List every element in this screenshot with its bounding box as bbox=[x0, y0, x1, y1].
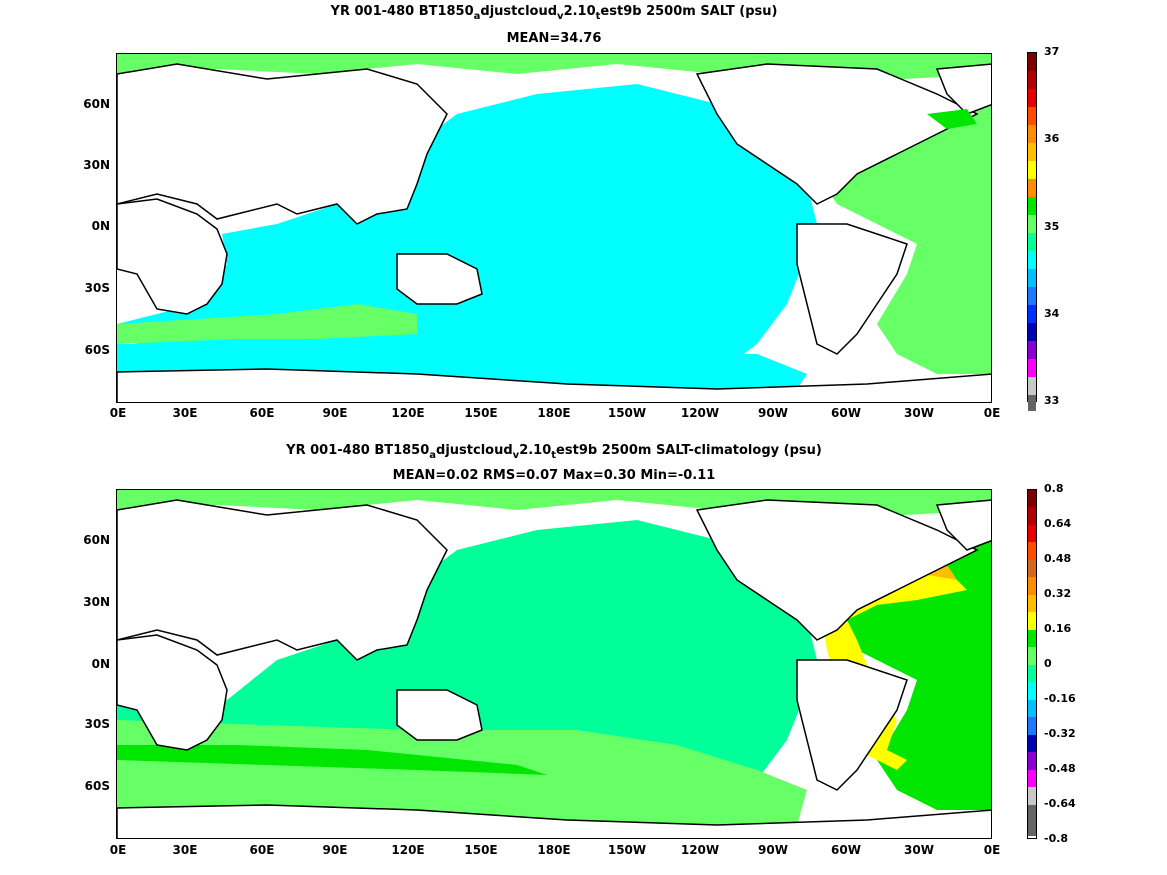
lon-label: 30W bbox=[904, 843, 934, 857]
eurasia bbox=[117, 63, 448, 225]
lon-label: 90W bbox=[758, 843, 788, 857]
lon-label: 0E bbox=[109, 406, 127, 420]
panel1-cbar-label: 35 bbox=[1044, 220, 1060, 233]
panel1-lat-0N: 0N bbox=[91, 219, 110, 233]
panel2-cbar-label: 0 bbox=[1044, 657, 1052, 670]
panel1-colorbar bbox=[1027, 52, 1037, 411]
atlantic-dark-green bbox=[927, 109, 977, 129]
lon-label: 60E bbox=[249, 406, 275, 420]
panel2-cbar-label: -0.8 bbox=[1044, 832, 1069, 845]
australia bbox=[396, 253, 483, 305]
panel1-map-svg bbox=[117, 54, 991, 402]
southern-green bbox=[117, 304, 417, 344]
panel1-cbar-label: 36 bbox=[1044, 132, 1060, 145]
panel2-lat-0N: 0N bbox=[91, 657, 110, 671]
panel2-lat-30N: 30N bbox=[83, 595, 110, 609]
lon-label: 180E bbox=[537, 843, 571, 857]
south-america bbox=[796, 223, 908, 355]
lon-label: 120E bbox=[391, 843, 425, 857]
lon-label: 120W bbox=[680, 406, 720, 420]
panel1-lat-30S: 30S bbox=[84, 281, 110, 295]
lon-label: 90E bbox=[322, 843, 348, 857]
lon-label: 60W bbox=[831, 406, 861, 420]
lon-label: 90E bbox=[322, 406, 348, 420]
panel2-cbar-label: 0.8 bbox=[1044, 482, 1064, 495]
panel2-cbar-label: 0.64 bbox=[1044, 517, 1072, 530]
panel2-lat-30S: 30S bbox=[84, 717, 110, 731]
eurasia2 bbox=[117, 499, 448, 661]
panel2-lat-60S: 60S bbox=[84, 779, 110, 793]
antarctica2 bbox=[117, 804, 991, 838]
panel1-lat-60S: 60S bbox=[84, 343, 110, 357]
panel2-colorbar bbox=[1027, 489, 1037, 839]
panel1-title: YR 001-480 BT1850adjustcloudv2.10test9b … bbox=[330, 4, 778, 22]
lon-label: 30E bbox=[172, 406, 198, 420]
lon-label: 150W bbox=[607, 843, 647, 857]
lon-label: 60E bbox=[249, 843, 275, 857]
panel1-cbar-label: 34 bbox=[1044, 307, 1060, 320]
panel2-cbar-label: 0.48 bbox=[1044, 552, 1072, 565]
south-america2 bbox=[796, 659, 908, 791]
panel2-map bbox=[116, 489, 992, 839]
africa bbox=[117, 198, 228, 315]
lon-label: 0E bbox=[983, 843, 1001, 857]
panel1-lat-30N: 30N bbox=[83, 158, 110, 172]
greenland bbox=[935, 63, 991, 115]
lon-label: 0E bbox=[109, 843, 127, 857]
panel2-cbar-label: -0.32 bbox=[1044, 727, 1076, 740]
panel2-cbar-label: -0.64 bbox=[1044, 797, 1076, 810]
lon-label: 120E bbox=[391, 406, 425, 420]
panel2-stats: MEAN=0.02 RMS=0.07 Max=0.30 Min=-0.11 bbox=[392, 468, 716, 483]
panel1-lat-60N: 60N bbox=[83, 97, 110, 111]
panel2-lat-60N: 60N bbox=[83, 533, 110, 547]
panel1-stats: MEAN=34.76 bbox=[506, 31, 602, 46]
north-america2 bbox=[695, 499, 979, 641]
lon-label: 30W bbox=[904, 406, 934, 420]
panel2-cbar-label: -0.16 bbox=[1044, 692, 1076, 705]
lon-label: 90W bbox=[758, 406, 788, 420]
panel2-title: YR 001-480 BT1850adjustcloudv2.10test9b … bbox=[286, 443, 822, 461]
panel2-cbar-label: -0.48 bbox=[1044, 762, 1076, 775]
lon-label: 60W bbox=[831, 843, 861, 857]
panel2-cbar-label: 0.32 bbox=[1044, 587, 1072, 600]
lon-label: 30E bbox=[172, 843, 198, 857]
australia2 bbox=[396, 689, 483, 741]
lon-label: 0E bbox=[983, 406, 1001, 420]
antarctica bbox=[117, 368, 991, 402]
lon-label: 180E bbox=[537, 406, 571, 420]
greenland2 bbox=[935, 499, 991, 551]
lon-label: 150W bbox=[607, 406, 647, 420]
north-america bbox=[695, 63, 979, 205]
africa2 bbox=[117, 634, 228, 751]
lon-label: 120W bbox=[680, 843, 720, 857]
panel1-map bbox=[116, 53, 992, 403]
panel1-cbar-label: 37 bbox=[1044, 45, 1060, 58]
lon-label: 150E bbox=[464, 843, 498, 857]
panel1-cbar-label: 33 bbox=[1044, 394, 1060, 407]
southern-darkgreen bbox=[117, 745, 547, 775]
panel2-map-svg bbox=[117, 490, 991, 838]
panel2-cbar-label: 0.16 bbox=[1044, 622, 1072, 635]
lon-label: 150E bbox=[464, 406, 498, 420]
southern-lightgreen bbox=[117, 720, 807, 825]
